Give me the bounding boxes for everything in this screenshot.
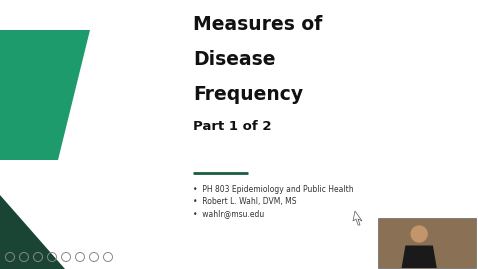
Polygon shape [353,211,362,225]
Polygon shape [0,195,65,269]
Text: Part 1 of 2: Part 1 of 2 [193,120,272,133]
Polygon shape [402,246,437,268]
Text: Disease: Disease [193,50,275,69]
Text: •  wahlr@msu.edu: • wahlr@msu.edu [193,209,264,218]
Polygon shape [0,30,90,160]
Text: •  Robert L. Wahl, DVM, MS: • Robert L. Wahl, DVM, MS [193,197,296,206]
Text: •  PH 803 Epidemiology and Public Health: • PH 803 Epidemiology and Public Health [193,185,354,194]
Bar [378,218,476,268]
Text: Frequency: Frequency [193,85,303,104]
Text: Measures of: Measures of [193,15,322,34]
Circle shape [411,226,427,242]
